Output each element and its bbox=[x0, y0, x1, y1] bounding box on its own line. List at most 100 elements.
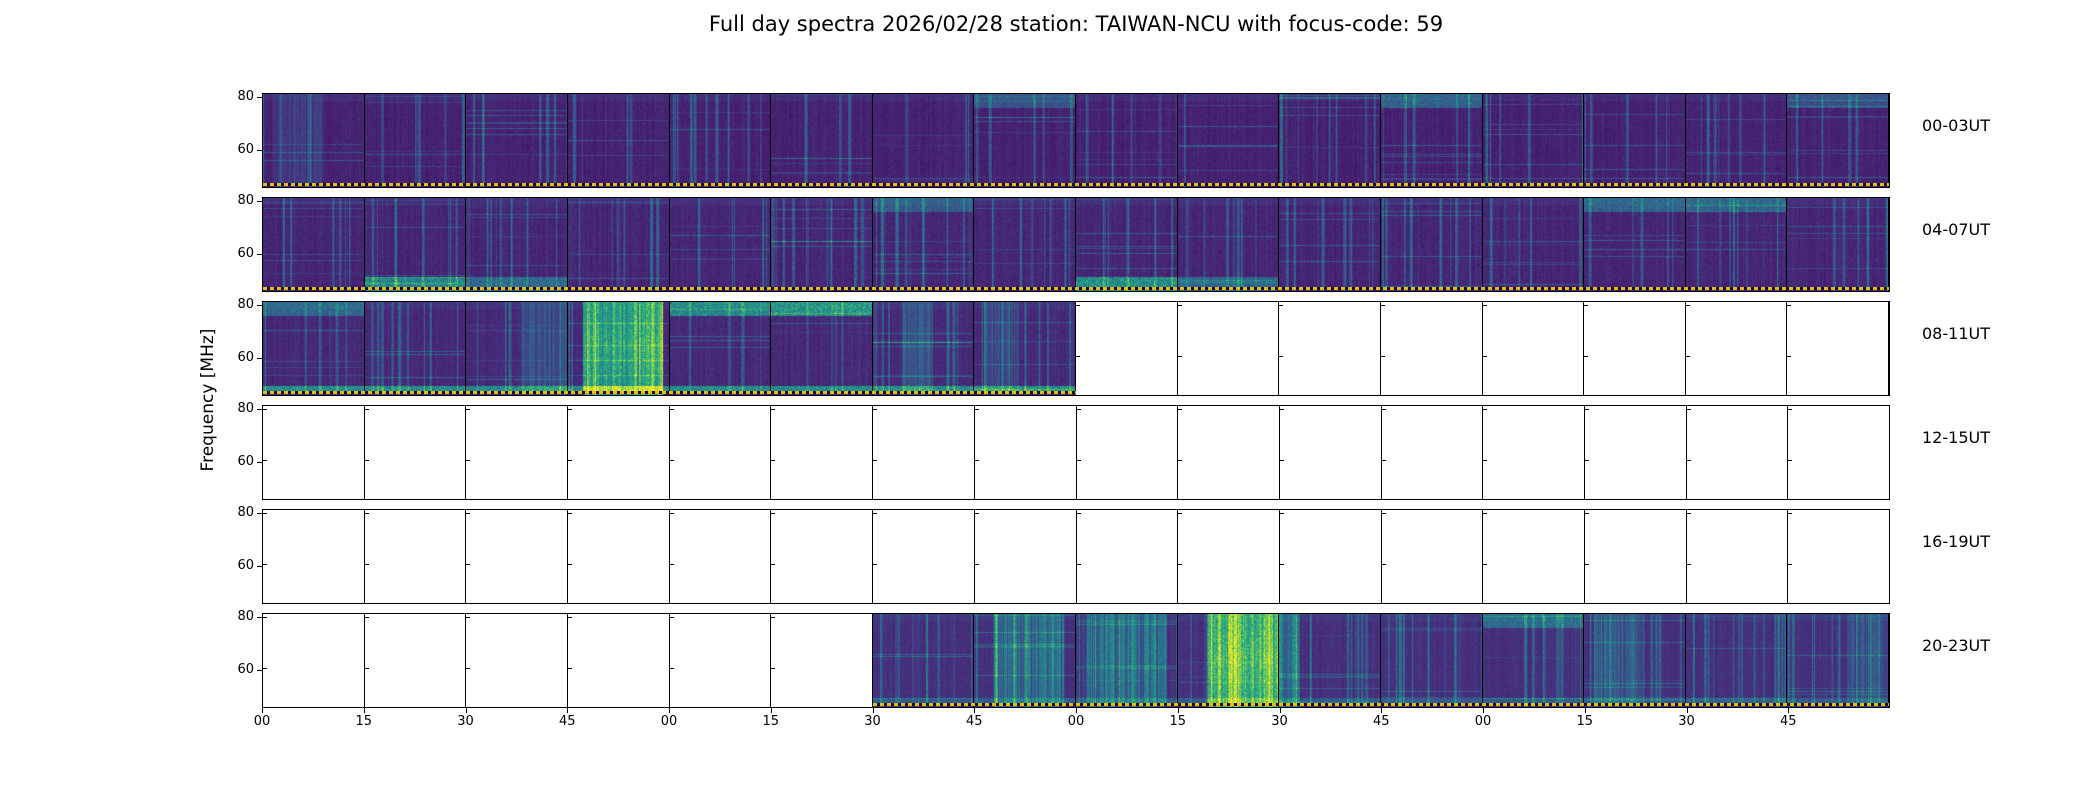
spectrogram-panel bbox=[263, 198, 365, 291]
spectrogram-panel bbox=[669, 198, 772, 291]
empty-panel bbox=[567, 614, 670, 707]
freq-tick-60 bbox=[771, 460, 776, 461]
spectrogram-canvas bbox=[771, 198, 872, 291]
freq-tick-60 bbox=[1381, 460, 1386, 461]
y-axis-label: Frequency [MHz] bbox=[198, 328, 218, 472]
x-tick-mark bbox=[567, 708, 569, 713]
x-tick-label: 30 bbox=[864, 714, 881, 729]
empty-panel bbox=[1788, 510, 1889, 603]
freq-tick-80 bbox=[1787, 305, 1792, 306]
row-label: 12-15UT bbox=[1922, 428, 1990, 447]
time-marker-line bbox=[872, 703, 1889, 706]
freq-tick-80 bbox=[1584, 513, 1589, 514]
figure-title: Full day spectra 2026/02/28 station: TAI… bbox=[708, 12, 1444, 36]
x-tick-mark bbox=[669, 708, 670, 713]
spectrogram-canvas bbox=[1380, 614, 1482, 707]
freq-tick-80 bbox=[1381, 513, 1386, 514]
x-tick-mark bbox=[1076, 708, 1077, 713]
freq-tick-80 bbox=[1686, 409, 1691, 410]
spectrogram-canvas bbox=[1177, 614, 1279, 707]
x-tick-label: 00 bbox=[1067, 714, 1085, 729]
x-tick-mark bbox=[262, 708, 263, 713]
freq-tick-80 bbox=[771, 617, 776, 618]
spectrogram-canvas bbox=[1787, 94, 1888, 187]
empty-panel bbox=[1076, 510, 1179, 603]
freq-tick-80 bbox=[1788, 409, 1793, 410]
spectrogram-canvas bbox=[1685, 614, 1787, 707]
spectrogram-panel bbox=[466, 94, 568, 187]
time-marker-line bbox=[263, 183, 1889, 186]
spectrogram-canvas bbox=[1380, 198, 1482, 291]
freq-tick-60 bbox=[1788, 460, 1793, 461]
freq-tick-80 bbox=[1685, 305, 1690, 306]
y-tick-mark bbox=[257, 150, 262, 151]
y-tick-label: 60 bbox=[237, 662, 254, 677]
spectrogram-canvas bbox=[1584, 198, 1685, 291]
empty-panel bbox=[1788, 406, 1889, 499]
spectrogram-row bbox=[262, 301, 1890, 396]
freq-tick-80 bbox=[974, 409, 979, 410]
spectrogram-panel bbox=[771, 302, 873, 395]
x-tick-label: 30 bbox=[457, 714, 474, 729]
spectrogram-canvas bbox=[263, 302, 364, 395]
empty-panel bbox=[1787, 302, 1889, 395]
spectrogram-canvas bbox=[1685, 198, 1787, 291]
freq-tick-60 bbox=[771, 668, 776, 669]
spectrogram-canvas bbox=[974, 198, 1075, 291]
row-label: 00-03UT bbox=[1922, 116, 1990, 135]
freq-tick-80 bbox=[1788, 513, 1793, 514]
y-tick-label: 80 bbox=[237, 193, 254, 208]
spectrogram-canvas bbox=[974, 302, 1075, 395]
x-tick-mark bbox=[1584, 708, 1586, 713]
spectrogram-panel bbox=[1177, 614, 1280, 707]
spectrogram-panel bbox=[1279, 94, 1381, 187]
empty-panel bbox=[568, 406, 670, 499]
spectrogram-panel bbox=[567, 94, 670, 187]
x-tick-label: 45 bbox=[965, 714, 983, 729]
empty-panel bbox=[1381, 406, 1484, 499]
spectrogram-canvas bbox=[1380, 94, 1482, 187]
freq-tick-80 bbox=[974, 513, 979, 514]
spectrogram-canvas bbox=[364, 302, 466, 395]
spectrogram-canvas bbox=[872, 94, 974, 187]
freq-tick-60 bbox=[1787, 356, 1792, 357]
row-label: 16-19UT bbox=[1922, 532, 1990, 551]
spectrogram-canvas bbox=[669, 198, 771, 291]
y-tick-mark bbox=[257, 409, 262, 410]
spectrogram-panel bbox=[1787, 198, 1889, 291]
empty-panel bbox=[1584, 510, 1687, 603]
empty-panel bbox=[263, 510, 365, 603]
freq-tick-60 bbox=[1584, 460, 1589, 461]
freq-tick-60 bbox=[567, 668, 572, 669]
freq-tick-80 bbox=[771, 409, 776, 410]
spectrogram-canvas bbox=[567, 198, 669, 291]
y-tick-label: 60 bbox=[237, 246, 254, 261]
freq-tick-80 bbox=[1076, 513, 1081, 514]
x-tick-label: 30 bbox=[1271, 714, 1288, 729]
freq-tick-60 bbox=[1584, 356, 1589, 357]
empty-panel bbox=[1177, 302, 1280, 395]
y-tick-mark bbox=[257, 462, 262, 463]
empty-panel bbox=[1686, 406, 1789, 499]
y-tick-label: 80 bbox=[237, 297, 254, 312]
y-tick-mark bbox=[257, 513, 262, 514]
spectrogram-panel bbox=[872, 614, 975, 707]
spectrogram-panel bbox=[669, 94, 772, 187]
freq-tick-60 bbox=[974, 564, 979, 565]
x-tick-mark bbox=[363, 708, 365, 713]
spectrogram-canvas bbox=[771, 302, 872, 395]
y-tick-mark bbox=[257, 617, 262, 618]
freq-tick-60 bbox=[1076, 356, 1080, 357]
spectrogram-panel bbox=[567, 198, 670, 291]
spectrogram-panel bbox=[1787, 94, 1889, 187]
spectrogram-canvas bbox=[1482, 198, 1584, 291]
spectrogram-canvas bbox=[466, 94, 567, 187]
freq-tick-80 bbox=[1381, 409, 1386, 410]
spectrogram-canvas bbox=[263, 94, 364, 187]
freq-tick-60 bbox=[1178, 460, 1183, 461]
y-tick-label: 80 bbox=[237, 505, 254, 520]
freq-tick-60 bbox=[873, 460, 878, 461]
freq-tick-80 bbox=[1380, 305, 1385, 306]
x-tick-mark bbox=[872, 708, 874, 713]
y-tick-mark bbox=[257, 201, 262, 202]
